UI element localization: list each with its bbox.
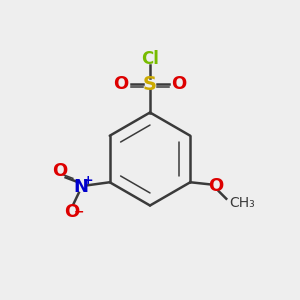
Text: O: O	[208, 177, 224, 195]
Text: O: O	[113, 75, 128, 93]
Text: CH₃: CH₃	[229, 196, 255, 210]
Text: N: N	[74, 178, 89, 196]
Text: Cl: Cl	[141, 50, 159, 68]
Text: +: +	[82, 174, 93, 187]
Text: S: S	[143, 74, 157, 94]
Text: −: −	[74, 206, 84, 218]
Text: O: O	[52, 162, 67, 180]
Text: O: O	[64, 203, 79, 221]
Text: O: O	[172, 75, 187, 93]
